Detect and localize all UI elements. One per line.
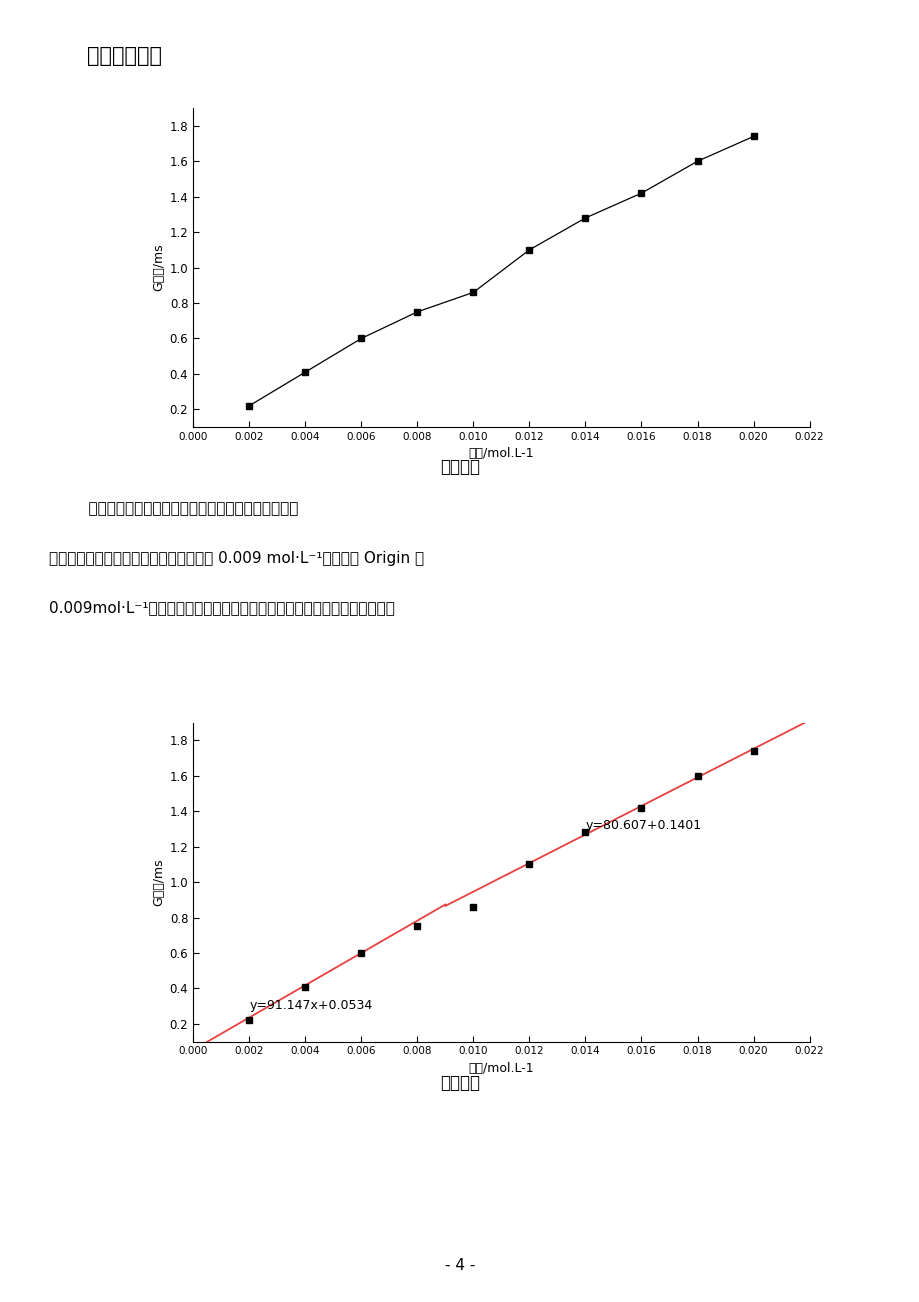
Text: - 4 -: - 4 - — [444, 1258, 475, 1273]
Text: y=80.607+0.1401: y=80.607+0.1401 — [584, 819, 701, 832]
Text: 六、数据处理: 六、数据处理 — [87, 46, 163, 65]
Text: 图（一）: 图（一） — [439, 458, 480, 477]
Text: 图（二）: 图（二） — [439, 1074, 480, 1092]
Text: y=91.147x+0.0534: y=91.147x+0.0534 — [249, 999, 372, 1012]
Text: 先从图（一）粗略估计出转折点在浓度为 0.009 mol·L⁻¹处，在用 Origin 以: 先从图（一）粗略估计出转折点在浓度为 0.009 mol·L⁻¹处，在用 Ori… — [49, 551, 424, 566]
Y-axis label: G平均/ms: G平均/ms — [153, 858, 165, 906]
Y-axis label: G平均/ms: G平均/ms — [153, 243, 165, 292]
Text: 0.009mol·L⁻¹点为转折点画出两条直线，再根据所得方程求解转折点浓度。: 0.009mol·L⁻¹点为转折点画出两条直线，再根据所得方程求解转折点浓度。 — [49, 600, 394, 616]
Text: 因为实验所得结果的转折点不明显，采用如下方法：: 因为实验所得结果的转折点不明显，采用如下方法： — [69, 501, 298, 517]
X-axis label: 浓度/mol.L-1: 浓度/mol.L-1 — [468, 448, 534, 461]
X-axis label: 浓度/mol.L-1: 浓度/mol.L-1 — [468, 1062, 534, 1075]
